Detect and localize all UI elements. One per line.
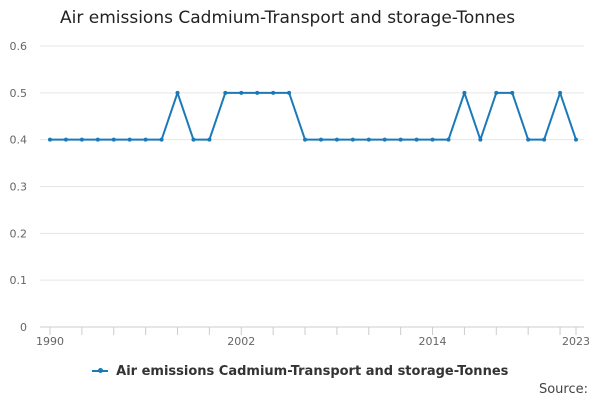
y-tick-label: 0.6 <box>10 40 28 53</box>
data-point[interactable] <box>526 137 531 142</box>
data-point[interactable] <box>510 90 515 95</box>
series-line <box>50 91 577 141</box>
data-point[interactable] <box>239 90 244 95</box>
x-tick-label: 2023 <box>562 335 590 348</box>
data-point[interactable] <box>191 137 196 142</box>
data-point[interactable] <box>318 137 323 142</box>
series <box>48 90 578 142</box>
data-point[interactable] <box>398 137 403 142</box>
data-point[interactable] <box>63 137 68 142</box>
data-point[interactable] <box>366 137 371 142</box>
data-point[interactable] <box>95 137 100 142</box>
data-point[interactable] <box>223 90 228 95</box>
data-point[interactable] <box>350 137 355 142</box>
data-point[interactable] <box>558 90 563 95</box>
chart-title: Air emissions Cadmium-Transport and stor… <box>60 8 516 28</box>
x-axis <box>40 326 584 335</box>
y-tick-label: 0.2 <box>10 227 28 240</box>
y-tick-label: 0.1 <box>10 274 28 287</box>
data-point[interactable] <box>127 137 132 142</box>
data-point[interactable] <box>542 137 547 142</box>
y-tick-label: 0.5 <box>10 87 28 100</box>
data-point[interactable] <box>478 137 483 142</box>
data-point[interactable] <box>255 90 260 95</box>
data-point[interactable] <box>574 137 578 142</box>
y-tick-label: 0.4 <box>10 134 28 147</box>
x-tick-label: 2002 <box>227 335 255 348</box>
data-point[interactable] <box>494 90 499 95</box>
data-point[interactable] <box>303 137 308 142</box>
data-point[interactable] <box>462 90 467 95</box>
data-point[interactable] <box>48 137 52 142</box>
x-tick-label: 2014 <box>419 335 447 348</box>
y-tick-label: 0 <box>20 321 27 334</box>
legend-label: Air emissions Cadmium-Transport and stor… <box>116 364 509 379</box>
data-point[interactable] <box>111 137 116 142</box>
data-point[interactable] <box>382 137 387 142</box>
y-axis: 0 0.1 0.2 0.3 0.4 0.5 0.6 <box>10 40 28 334</box>
legend-marker-icon <box>91 367 108 373</box>
x-axis-labels: 1990 2002 2014 2023 <box>36 335 590 348</box>
data-point[interactable] <box>271 90 276 95</box>
x-tick-label: 1990 <box>36 335 64 348</box>
source-label: Source: <box>538 382 588 397</box>
data-point[interactable] <box>79 137 84 142</box>
data-point[interactable] <box>207 137 212 142</box>
data-point[interactable] <box>334 137 339 142</box>
data-point[interactable] <box>143 137 148 142</box>
data-point[interactable] <box>175 90 180 95</box>
grid-lines <box>40 45 584 281</box>
y-tick-label: 0.3 <box>10 181 28 194</box>
data-point[interactable] <box>414 137 419 142</box>
data-point[interactable] <box>287 90 292 95</box>
legend[interactable]: Air emissions Cadmium-Transport and stor… <box>0 364 600 379</box>
data-point[interactable] <box>159 137 164 142</box>
data-point[interactable] <box>446 137 451 142</box>
data-point[interactable] <box>430 137 435 142</box>
